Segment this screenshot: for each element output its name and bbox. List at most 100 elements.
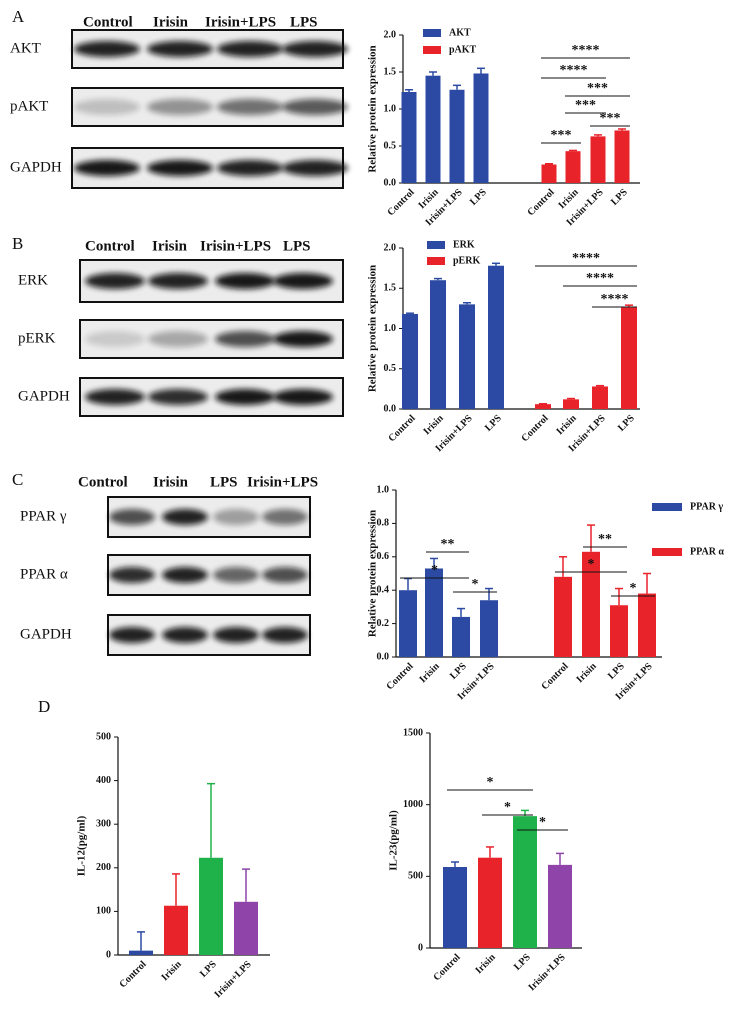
x-tick-label: LPS (483, 413, 504, 434)
blot-band (74, 99, 140, 115)
lane-label: Irisin (152, 238, 188, 254)
y-tick-label: 400 (96, 775, 111, 786)
x-tick-label: LPS (198, 959, 219, 980)
blot-band (213, 567, 259, 583)
y-tick-label: 0.8 (377, 518, 390, 529)
legend-swatch (427, 257, 445, 265)
blot-band (162, 627, 208, 643)
blot-band (109, 567, 155, 583)
bar (199, 857, 223, 955)
lane-label: Irisin (153, 474, 189, 490)
legend-label: PPAR α (690, 546, 724, 557)
bar (610, 605, 628, 657)
blot-band (74, 160, 140, 176)
y-tick-label: 0 (106, 949, 111, 960)
x-tick-label: Irisin (574, 661, 599, 686)
significance-label: **** (586, 271, 614, 286)
blot-band (217, 41, 283, 57)
bar (563, 399, 579, 409)
significance-label: *** (575, 98, 596, 113)
legend-label: pERK (453, 255, 480, 266)
legend-label: AKT (449, 27, 471, 38)
significance-label: * (487, 775, 494, 790)
x-tick-label: Irisin (473, 952, 498, 977)
bar (459, 304, 475, 409)
y-tick-label: 1.5 (384, 66, 397, 77)
blot-band (282, 99, 348, 115)
y-tick-label: 1500 (403, 727, 423, 738)
bar (590, 136, 606, 183)
blot-band (162, 567, 208, 583)
x-tick-label: Irisin (554, 413, 579, 438)
y-tick-label: 500 (96, 731, 111, 742)
bar (478, 857, 502, 948)
panel-letter: D (38, 697, 50, 716)
x-tick-label: Irisin (421, 413, 446, 438)
y-tick-label: 1.0 (384, 323, 397, 334)
legend-swatch (423, 29, 441, 37)
significance-label: ** (441, 537, 455, 552)
bar (565, 151, 581, 183)
x-tick-label: Control (540, 661, 571, 692)
row-label: PPAR γ (20, 508, 67, 524)
legend-label: pAKT (449, 44, 477, 55)
y-tick-label: 0.0 (377, 651, 390, 662)
x-tick-label: LPS (606, 661, 627, 682)
lane-label: Irisin (153, 14, 189, 30)
lane-label: Control (83, 14, 133, 30)
y-axis-label: Relative protein expression (367, 45, 379, 172)
significance-label: **** (601, 292, 629, 307)
bar (452, 616, 470, 657)
bar (541, 164, 557, 183)
row-label: pERK (18, 330, 56, 346)
significance-label: **** (572, 43, 600, 58)
bar (535, 404, 551, 409)
lane-label: Control (85, 238, 135, 254)
bar (554, 576, 572, 657)
x-tick-label: Control (526, 187, 557, 218)
blot-band (215, 273, 275, 289)
bar (592, 386, 608, 409)
bar (399, 590, 417, 657)
blot-band (282, 41, 348, 57)
row-label: PPAR α (20, 566, 68, 582)
y-tick-label: 0.5 (384, 363, 397, 374)
bar (582, 551, 600, 657)
legend-swatch (652, 548, 682, 556)
bar (402, 314, 418, 409)
panel-letter: B (12, 234, 23, 253)
y-tick-label: 0.4 (377, 584, 390, 595)
bar (614, 130, 630, 183)
blot-band (217, 99, 283, 115)
blot-band (262, 567, 308, 583)
y-tick-label: 0.2 (377, 618, 390, 629)
bar (473, 73, 489, 183)
lane-label: LPS (210, 474, 238, 490)
blot-band (147, 99, 213, 115)
significance-label: *** (551, 128, 572, 143)
blot-band (162, 509, 208, 525)
legend-label: ERK (453, 239, 475, 250)
row-label: ERK (18, 272, 48, 288)
bar (443, 867, 467, 948)
blot-band (215, 389, 275, 405)
y-tick-label: 300 (96, 818, 111, 829)
y-tick-label: 0.0 (384, 177, 397, 188)
blot-band (282, 160, 348, 176)
y-tick-label: 1.0 (377, 484, 390, 495)
x-tick-label: LPS (609, 187, 630, 208)
bar (234, 901, 258, 955)
lane-label: LPS (290, 14, 318, 30)
y-tick-label: 0 (418, 942, 423, 953)
row-label: GAPDH (10, 159, 62, 175)
bar (164, 905, 188, 955)
y-axis-label: IL-23(pg/ml) (388, 810, 400, 871)
significance-label: **** (572, 251, 600, 266)
y-tick-label: 100 (96, 906, 111, 917)
lane-label: Irisin+LPS (247, 474, 318, 490)
y-tick-label: 1000 (403, 799, 423, 810)
bar (621, 307, 637, 409)
x-tick-label: Irisin+LPS (212, 959, 254, 1001)
bar (425, 568, 443, 657)
x-tick-label: LPS (448, 661, 469, 682)
